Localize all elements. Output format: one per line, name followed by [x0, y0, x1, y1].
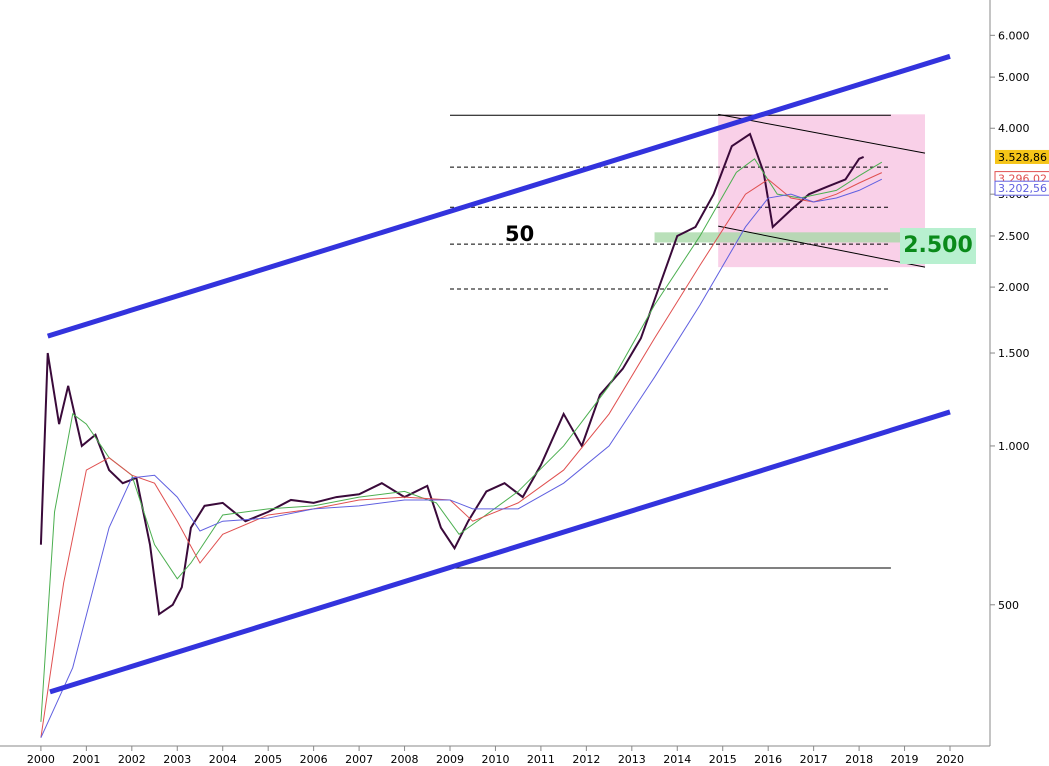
- x-tick-label: 2001: [72, 753, 100, 766]
- y-tick-label: 2.000: [998, 281, 1030, 294]
- x-tick-label: 2004: [209, 753, 237, 766]
- support-band: [654, 232, 925, 243]
- x-tick-label: 2014: [663, 753, 691, 766]
- annotation: 50: [505, 222, 535, 246]
- y-tick-label: 6.000: [998, 29, 1030, 42]
- price-line: [39, 132, 865, 616]
- x-tick-label: 2019: [891, 753, 919, 766]
- x-tick-label: 2008: [391, 753, 419, 766]
- x-tick-label: 2002: [118, 753, 146, 766]
- trend-line: [49, 409, 951, 695]
- y-tick-label: 1.500: [998, 347, 1030, 360]
- x-tick-label: 2017: [800, 753, 828, 766]
- x-tick-label: 2015: [709, 753, 737, 766]
- y-tick-label: 1.000: [998, 440, 1030, 453]
- x-tick-label: 2009: [436, 753, 464, 766]
- x-tick-label: 2007: [345, 753, 373, 766]
- x-tick-label: 2003: [163, 753, 191, 766]
- x-tick-label: 2016: [754, 753, 782, 766]
- x-tick-label: 2006: [300, 753, 328, 766]
- price-tag-label: 3.202,56: [998, 182, 1047, 195]
- x-tick-label: 2000: [27, 753, 55, 766]
- channel-line: [718, 225, 926, 268]
- x-tick-label: 2013: [618, 753, 646, 766]
- y-tick-label: 4.000: [998, 122, 1030, 135]
- price-tag: [994, 180, 1049, 196]
- x-tick-label: 2018: [845, 753, 873, 766]
- price-tag: [995, 149, 1049, 164]
- x-tick-label: 2010: [481, 753, 509, 766]
- price-tag-label: 3.528,86: [998, 151, 1047, 164]
- x-tick-label: 2012: [572, 753, 600, 766]
- y-tick-label: 2.500: [998, 230, 1030, 243]
- x-tick-label: 2011: [527, 753, 555, 766]
- y-tick-label: 500: [998, 599, 1019, 612]
- annotation: 2.500: [900, 228, 976, 264]
- x-tick-label: 2020: [936, 753, 964, 766]
- channel-line: [718, 113, 926, 154]
- x-tick-label: 2005: [254, 753, 282, 766]
- price-line: [40, 178, 883, 738]
- y-tick-label: 5.000: [998, 71, 1030, 84]
- trend-line: [46, 53, 951, 339]
